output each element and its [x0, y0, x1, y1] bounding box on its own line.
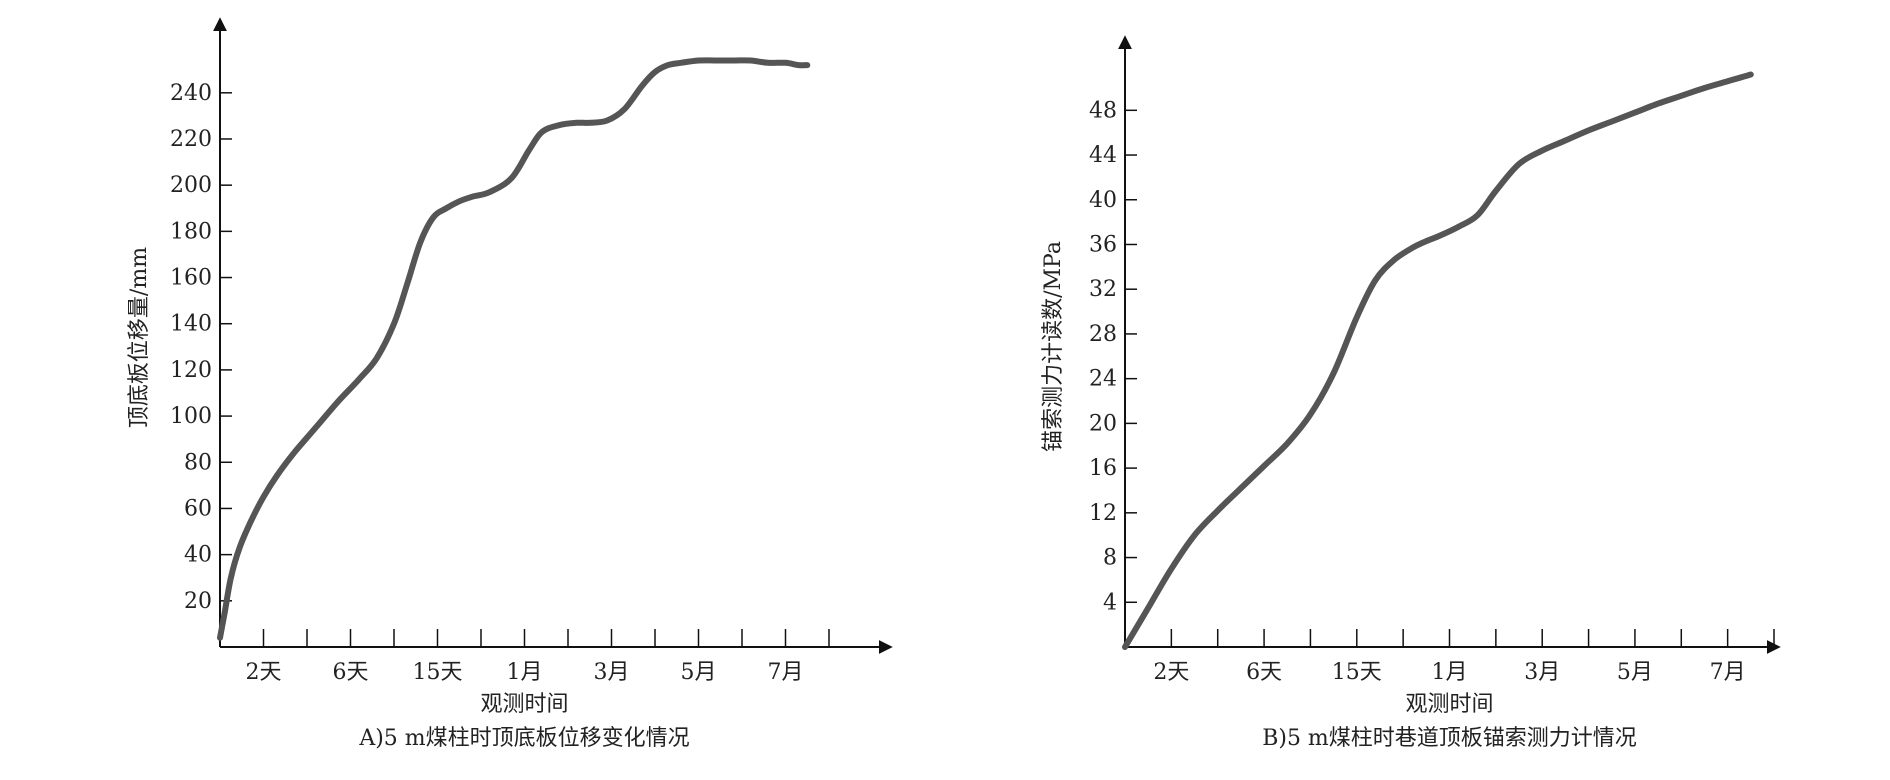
x-tick-marks	[1170, 629, 1775, 647]
chart-panel-a: 2天 6天 15天 1月 3月 5月 7月 204060801001201401601802…	[127, 17, 893, 751]
x-axis-title: 观测时间	[480, 692, 568, 717]
y-tick-label: 28	[1089, 322, 1117, 347]
y-tick-label: 20	[184, 589, 212, 614]
x-tick-label: 1月	[1432, 660, 1468, 685]
x-tick-label: 7月	[1710, 660, 1746, 685]
y-tick-label: 240	[170, 81, 212, 106]
x-tick-label: 2天	[246, 660, 282, 685]
y-tick-label: 80	[184, 450, 212, 475]
y-tick-label: 100	[170, 404, 212, 429]
y-tick-label: 24	[1089, 367, 1117, 392]
figure-caption: A)5 m煤柱时顶底板位移变化情况	[358, 726, 689, 751]
y-tick-marks	[1125, 109, 1137, 604]
y-tick-label: 140	[170, 312, 212, 337]
y-tick-label: 160	[170, 266, 212, 291]
data-series	[217, 57, 811, 641]
series-line	[217, 57, 811, 641]
y-tick-label: 40	[184, 543, 212, 568]
x-tick-label: 15天	[413, 660, 463, 685]
x-tick-label: 3月	[594, 660, 630, 685]
data-series	[1122, 71, 1754, 650]
x-tick-label: 6天	[1246, 660, 1282, 685]
x-tick-label: 6天	[333, 660, 369, 685]
y-tick-label: 8	[1103, 546, 1117, 571]
x-tick-label: 3月	[1524, 660, 1560, 685]
y-tick-label: 48	[1089, 98, 1117, 123]
x-tick-labels: 2天 6天 15天 1月 3月 5月 7月	[246, 660, 804, 685]
y-tick-label: 44	[1089, 143, 1117, 168]
figure-caption: B)5 m煤柱时巷道顶板锚索测力计情况	[1262, 726, 1637, 751]
y-tick-label: 60	[184, 496, 212, 521]
y-tick-label: 20	[1089, 411, 1117, 436]
y-tick-label: 12	[1089, 501, 1117, 526]
x-tick-labels: 2天 6天 15天 1月 3月 5月 7月	[1153, 660, 1745, 685]
y-axis-title: 锚索测力计读数/MPa	[1041, 241, 1066, 452]
y-tick-label: 180	[170, 219, 212, 244]
y-tick-label: 220	[170, 127, 212, 152]
y-tick-label: 32	[1089, 277, 1117, 302]
x-tick-label: 15天	[1332, 660, 1382, 685]
x-tick-label: 5月	[1617, 660, 1653, 685]
y-axis-title: 顶底板位移量/mm	[127, 247, 152, 428]
y-tick-label: 120	[170, 358, 212, 383]
y-tick-marks	[220, 92, 232, 602]
x-tick-label: 2天	[1153, 660, 1189, 685]
y-tick-label: 40	[1089, 188, 1117, 213]
x-tick-label: 7月	[768, 660, 804, 685]
x-tick-label: 5月	[681, 660, 717, 685]
x-tick-label: 1月	[507, 660, 543, 685]
y-tick-label: 4	[1103, 590, 1117, 615]
series-line	[1122, 71, 1754, 650]
y-tick-labels: 20 40 60 80 100 120 140 160 180 200 220 240	[170, 81, 212, 614]
y-tick-label: 16	[1089, 456, 1117, 481]
y-tick-label: 200	[170, 173, 212, 198]
x-tick-marks	[262, 629, 830, 647]
x-axis-title: 观测时间	[1405, 692, 1493, 717]
y-tick-label: 36	[1089, 232, 1117, 257]
